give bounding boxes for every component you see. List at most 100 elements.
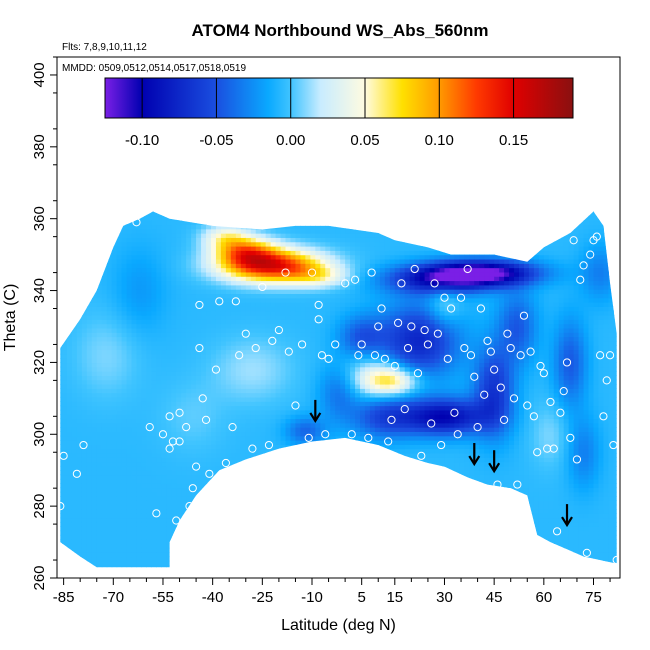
heatmap-cell [116, 539, 123, 545]
heatmap-cell [126, 280, 133, 286]
heatmap-cell [235, 241, 242, 247]
heatmap-cell [96, 314, 103, 320]
heatmap-cell [245, 422, 252, 428]
heatmap-cell [245, 383, 252, 389]
heatmap-cell [66, 379, 73, 385]
heatmap-cell [245, 457, 252, 463]
heatmap-cell [270, 302, 277, 307]
heatmap-cell [101, 526, 108, 532]
heatmap-cell [265, 547, 272, 553]
heatmap-cell [101, 444, 108, 450]
heatmap-cell [176, 560, 182, 566]
heatmap-cell [211, 289, 217, 295]
heatmap-cell [81, 336, 88, 342]
heatmap-cell [260, 422, 267, 428]
heatmap-cell [330, 500, 336, 506]
heatmap-cell [106, 470, 113, 476]
heatmap-cell [325, 409, 331, 415]
heatmap-cell [166, 478, 172, 484]
heatmap-cell [156, 276, 162, 282]
heatmap-cell [260, 465, 267, 471]
heatmap-cell [295, 431, 302, 437]
heatmap-cell [166, 569, 172, 574]
heatmap-cell [76, 427, 83, 432]
heatmap-cell [300, 306, 306, 312]
heatmap-cell [71, 211, 78, 213]
heatmap-cell [310, 491, 316, 497]
heatmap-cell [305, 534, 311, 540]
heatmap-cell [186, 258, 192, 264]
heatmap-cell [206, 371, 212, 376]
heatmap-cell [161, 526, 167, 532]
heatmap-cell [330, 556, 336, 562]
heatmap-cell [166, 297, 172, 303]
heatmap-cell [91, 509, 98, 514]
heatmap-cell [116, 431, 123, 437]
heatmap-cell [255, 297, 262, 303]
heatmap-cell [295, 465, 302, 471]
heatmap-cell [171, 220, 177, 226]
heatmap-cell [106, 444, 113, 450]
heatmap-cell [215, 228, 222, 234]
heatmap-cell [161, 284, 167, 290]
heatmap-cell [295, 478, 302, 484]
heatmap-cell [101, 228, 108, 234]
heatmap-cell [146, 211, 152, 217]
heatmap-cell [131, 293, 138, 299]
heatmap-cell [91, 241, 98, 247]
heatmap-cell [300, 539, 306, 545]
heatmap-cell [201, 487, 207, 493]
heatmap-cell [275, 517, 282, 523]
heatmap-cell [285, 241, 292, 247]
heatmap-cell [121, 483, 128, 489]
heatmap-cell [161, 228, 167, 234]
heatmap-cell [156, 539, 162, 545]
heatmap-cell [310, 547, 316, 553]
heatmap-cell [320, 569, 326, 574]
heatmap-cell [76, 267, 83, 273]
heatmap-cell [295, 530, 302, 536]
heatmap-cell [60, 353, 63, 359]
heatmap-cell [71, 405, 78, 411]
heatmap-cell [122, 569, 128, 574]
heatmap-cell [206, 500, 212, 506]
heatmap-cell [295, 539, 302, 545]
heatmap-cell [310, 504, 316, 510]
heatmap-cell [305, 358, 311, 364]
heatmap-cell [96, 215, 103, 221]
heatmap-cell [215, 457, 222, 463]
heatmap-cell [240, 444, 247, 450]
heatmap-cell [151, 379, 157, 385]
heatmap-cell [176, 310, 182, 316]
heatmap-cell [61, 293, 68, 299]
heatmap-cell [255, 556, 262, 562]
heatmap-cell [295, 289, 302, 295]
heatmap-cell [330, 327, 336, 333]
heatmap-cell [106, 371, 113, 376]
heatmap-cell [146, 392, 152, 398]
heatmap-cell [101, 396, 108, 402]
heatmap-cell [111, 336, 118, 342]
heatmap-cell [196, 517, 202, 523]
heatmap-cell [250, 474, 257, 480]
heatmap-cell [156, 297, 162, 303]
heatmap-cell [60, 388, 63, 394]
heatmap-cell [330, 284, 336, 290]
heatmap-cell [161, 233, 167, 238]
heatmap-cell [305, 211, 311, 213]
heatmap-cell [101, 521, 108, 527]
heatmap-cell [260, 297, 267, 303]
heatmap-cell [166, 388, 172, 394]
heatmap-cell [136, 211, 143, 217]
heatmap-cell [215, 409, 222, 415]
heatmap-cell [310, 246, 316, 251]
heatmap-cell [285, 332, 292, 338]
heatmap-cell [81, 353, 88, 359]
heatmap-cell [176, 224, 182, 230]
heatmap-cell [196, 526, 202, 532]
heatmap-cell [196, 427, 202, 432]
heatmap-cell [136, 194, 142, 199]
heatmap-cell [255, 220, 262, 226]
heatmap-cell [81, 371, 88, 376]
heatmap-cell [91, 289, 98, 295]
